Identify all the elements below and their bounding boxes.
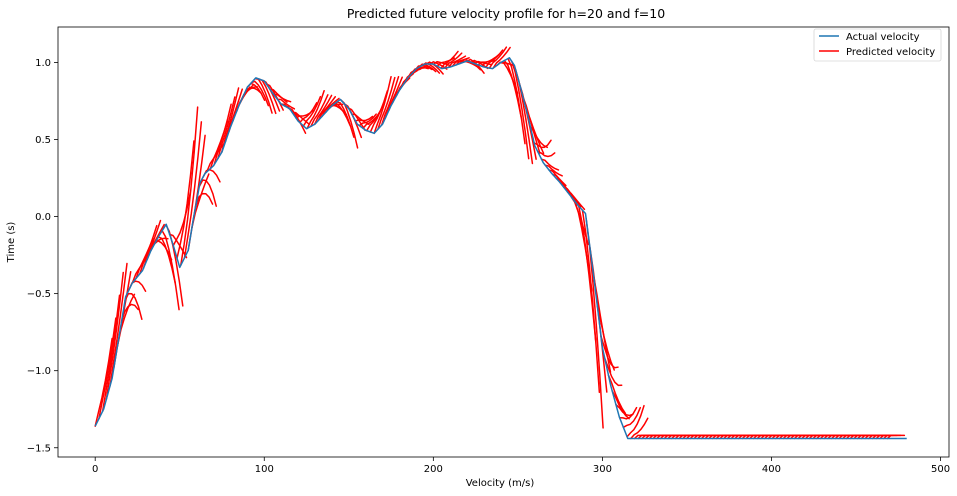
predicted-velocity-line xyxy=(529,125,549,149)
predicted-velocity-line xyxy=(299,102,318,124)
predicted-velocity-line xyxy=(447,55,467,69)
predicted-velocity-line xyxy=(105,271,125,401)
legend: Actual velocity Predicted velocity xyxy=(813,28,942,62)
chart-title: Predicted future velocity profile for h=… xyxy=(347,6,665,21)
predicted-velocity-line xyxy=(183,121,203,259)
legend-box xyxy=(813,28,942,62)
predicted-velocity-line xyxy=(276,98,296,110)
predicted-velocity-line xyxy=(194,192,214,208)
predicted-velocity-line xyxy=(507,57,526,145)
predicted-velocity-line xyxy=(380,75,400,126)
predicted-velocity-line xyxy=(94,337,113,427)
predicted-velocity-line xyxy=(630,417,649,440)
predicted-velocity-line xyxy=(615,403,634,417)
predicted-velocity-line xyxy=(179,106,199,267)
predicted-velocity-line xyxy=(213,103,232,166)
predicted-velocity-line xyxy=(886,434,906,440)
x-tick-label: 0 xyxy=(92,464,98,475)
y-tick-label: −1.0 xyxy=(27,366,51,377)
predicted-velocity-line xyxy=(317,95,337,122)
predicted-velocity-line xyxy=(566,191,586,211)
predicted-velocity-line xyxy=(220,87,240,154)
predicted-velocity-line xyxy=(418,63,437,73)
predicted-velocity-line xyxy=(484,49,504,69)
predicted-velocity-line xyxy=(384,76,403,119)
predicted-velocity-line xyxy=(604,357,623,387)
predicted-velocity-line xyxy=(581,209,601,394)
y-tick-label: 0.0 xyxy=(35,212,51,223)
x-tick-label: 500 xyxy=(931,464,950,475)
predicted-velocity-line xyxy=(596,305,615,371)
predicted-velocity-line xyxy=(161,229,180,311)
predicted-velocity-line xyxy=(354,115,374,122)
predicted-velocity-line xyxy=(444,52,463,69)
predicted-velocity-line xyxy=(533,139,552,149)
y-axis: −1.5 −1.0 −0.5 0.0 0.5 1.0 xyxy=(27,58,58,454)
predicted-velocity-line xyxy=(217,96,236,160)
predicted-velocity-line xyxy=(153,239,173,261)
predicted-velocity-line xyxy=(176,140,195,259)
predicted-velocity-line xyxy=(321,97,340,118)
predicted-velocity-line xyxy=(611,390,630,420)
legend-label-actual: Actual velocity xyxy=(846,32,920,43)
predicted-velocity-line xyxy=(336,101,355,138)
actual-velocity-line xyxy=(94,57,907,440)
predicted-velocity-line xyxy=(109,262,128,387)
predicted-velocity-line xyxy=(511,60,530,160)
predicted-velocity-line xyxy=(98,317,117,420)
predicted-velocity-line xyxy=(626,404,645,438)
actual-velocity-series xyxy=(94,57,907,440)
predicted-velocity-line xyxy=(537,151,556,158)
predicted-velocity-line xyxy=(618,406,638,420)
predicted-velocity-line xyxy=(306,89,325,130)
x-tick-label: 400 xyxy=(762,464,781,475)
predicted-velocity-line xyxy=(124,292,143,321)
y-tick-label: 1.0 xyxy=(35,58,51,69)
predicted-velocity-line xyxy=(540,158,560,171)
x-tick-label: 200 xyxy=(424,464,443,475)
predicted-velocity-series xyxy=(94,46,906,440)
predicted-velocity-line xyxy=(369,90,389,133)
predicted-velocity-line xyxy=(198,179,217,207)
legend-label-predicted: Predicted velocity xyxy=(846,47,935,58)
y-tick-label: 0.5 xyxy=(35,135,51,146)
predicted-velocity-line xyxy=(622,406,642,429)
y-tick-label: −1.5 xyxy=(27,443,51,454)
predicted-velocity-line xyxy=(488,46,508,69)
predicted-velocity-line xyxy=(377,76,396,131)
predicted-velocity-line xyxy=(470,59,489,70)
predicted-velocity-line xyxy=(544,164,563,177)
predicted-velocity-line xyxy=(302,95,322,127)
predicted-velocity-line xyxy=(120,303,139,325)
x-tick-label: 300 xyxy=(593,464,612,475)
predicted-velocity-line xyxy=(347,107,366,131)
predicted-velocity-line xyxy=(139,224,158,275)
x-axis: 0 100 200 300 400 500 xyxy=(92,457,950,475)
predicted-velocity-line xyxy=(142,219,162,269)
predicted-velocity-line xyxy=(310,94,329,128)
predicted-velocity-line xyxy=(358,113,377,127)
predicted-velocity-line xyxy=(250,80,270,107)
plot-frame xyxy=(57,26,950,458)
predicted-velocity-line xyxy=(101,294,121,413)
predicted-velocity-line xyxy=(600,335,619,369)
predicted-velocity-line xyxy=(373,75,392,135)
plot-area xyxy=(94,46,907,440)
predicted-velocity-line xyxy=(429,61,448,70)
predicted-velocity-line xyxy=(607,374,627,415)
predicted-velocity-line xyxy=(168,233,188,259)
predicted-velocity-line xyxy=(313,94,333,126)
y-tick-label: −0.5 xyxy=(27,289,51,300)
predicted-velocity-line xyxy=(440,50,459,69)
predicted-velocity-line xyxy=(414,65,433,71)
x-tick-label: 100 xyxy=(255,464,274,475)
y-axis-label: Time (s) xyxy=(6,222,17,264)
x-axis-label: Velocity (m/s) xyxy=(466,478,535,489)
predicted-velocity-line xyxy=(492,46,511,69)
predicted-velocity-line xyxy=(451,57,470,68)
predicted-velocity-line xyxy=(272,93,292,103)
